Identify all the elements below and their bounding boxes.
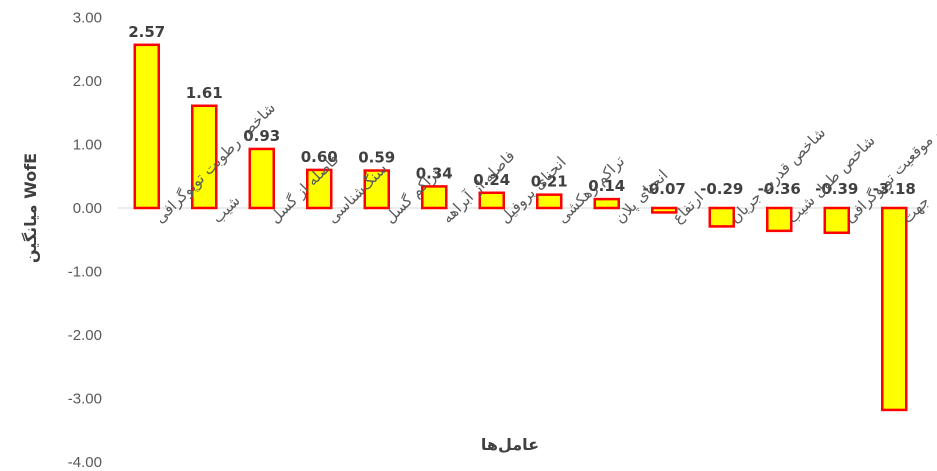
bar: [708, 206, 735, 228]
data-label: -3.18: [873, 180, 916, 198]
bar: [651, 206, 678, 214]
data-label: 0.93: [243, 127, 280, 145]
bar: [421, 185, 448, 210]
bar: [133, 43, 160, 210]
y-axis: 3.00 2.00 1.00 0.00 -1.00 -2.00 -3.00 -4.00: [68, 10, 102, 471]
x-axis-title: عامل‌ها: [481, 435, 539, 454]
data-label: -0.07: [643, 180, 686, 198]
y-axis-title: میانگین WofE: [21, 153, 40, 263]
data-label: 0.59: [358, 149, 395, 167]
bar: [248, 147, 275, 210]
y-tick-label: -3.00: [68, 391, 102, 408]
data-label: 1.61: [186, 84, 223, 102]
y-tick-label: -1.00: [68, 264, 102, 281]
bar: [823, 206, 850, 235]
y-tick-label: 3.00: [73, 10, 102, 27]
bars-group: [133, 43, 908, 412]
bar: [536, 193, 563, 210]
data-label: -0.29: [700, 180, 743, 198]
data-label: 0.21: [531, 173, 568, 191]
bar: [881, 206, 908, 412]
y-tick-label: 2.00: [73, 73, 102, 90]
y-tick-label: 1.00: [73, 137, 102, 154]
data-label: 0.60: [301, 148, 338, 166]
y-tick-label: 0.00: [73, 200, 102, 217]
data-label: 0.34: [416, 164, 453, 182]
data-label: 0.14: [588, 177, 625, 195]
y-tick-label: -2.00: [68, 327, 102, 344]
bar: [306, 168, 333, 210]
y-tick-label: -4.00: [68, 454, 102, 471]
bar: [766, 206, 793, 233]
data-label: -0.36: [758, 180, 801, 198]
data-labels-group: 2.57 1.61 0.93 0.60 0.59 0.34 0.24 0.21 0.14 -0.0…: [128, 23, 916, 198]
data-label: 2.57: [128, 23, 165, 41]
data-label: 0.24: [473, 171, 510, 189]
bar: [478, 191, 505, 210]
data-label: -0.39: [815, 180, 858, 198]
bar: [593, 197, 620, 210]
bar: [363, 169, 390, 210]
bar: [191, 104, 218, 210]
